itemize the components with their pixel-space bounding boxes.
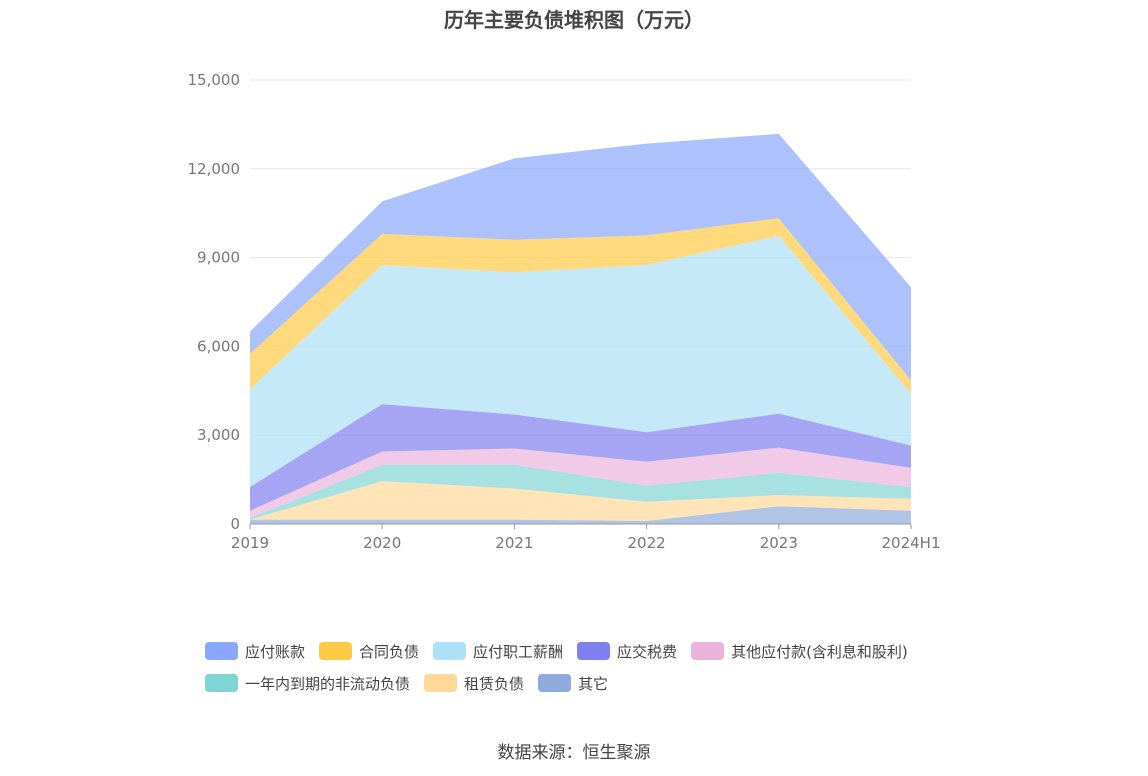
legend-row-2: 一年内到期的非流动负债 租赁负债 其它 [205,672,965,694]
legend-label: 其他应付款(含利息和股利) [731,642,908,661]
legend-swatch [205,642,238,660]
legend-row-1: 应付账款 合同负债 应付职工薪酬 应交税费 其他应付款(含利息和股利) [205,640,965,662]
x-tick-label: 2022 [628,534,666,552]
legend-item-lease-liabilities[interactable]: 租赁负债 [424,673,524,694]
area-series-应付账款[interactable] [250,133,911,381]
legend-item-current-noncurrent[interactable]: 一年内到期的非流动负债 [205,673,410,694]
stacked-area-chart: 0 3,000 6,000 9,000 12,000 15,000 2019 2020 2021… [188,71,941,552]
legend-swatch [433,642,467,660]
legend-swatch [691,642,725,660]
y-tick-label: 3,000 [197,426,240,444]
area-series-其他应付款(含利息和股利)[interactable] [250,447,911,519]
x-tick-label: 2023 [760,534,798,552]
area-series-应付职工薪酬[interactable] [250,236,911,487]
y-tick-label: 0 [230,515,240,533]
data-source: 数据来源：恒生聚源 [497,743,651,763]
area-series-租赁负债[interactable] [250,481,911,521]
area-series-应交税费[interactable] [250,404,911,511]
legend-label: 应付职工薪酬 [473,642,564,661]
legend-swatch [319,642,353,660]
legend-label: 租赁负债 [464,674,525,693]
legend-item-employee-payable[interactable]: 应付职工薪酬 [433,641,563,662]
legend-label: 一年内到期的非流动负债 [245,674,411,693]
x-tick-label: 2020 [363,534,401,552]
y-tick-label: 9,000 [197,249,240,267]
chart-title: 历年主要负债堆积图（万元） [444,8,704,32]
x-tick-label: 2021 [495,534,533,552]
legend-item-contract-liabilities[interactable]: 合同负债 [319,641,419,662]
legend-label: 其它 [578,674,609,693]
axes: 0 3,000 6,000 9,000 12,000 15,000 2019 2020 2021… [188,71,941,552]
legend-label: 合同负债 [359,642,420,661]
legend-label: 应交税费 [617,642,678,661]
y-tick-label: 12,000 [188,160,241,178]
y-tick-label: 15,000 [188,71,241,89]
legend-swatch [424,674,458,692]
area-series-一年内到期的非流动负债[interactable] [250,464,911,520]
legend-swatch [538,674,572,692]
legend-item-taxes-payable[interactable]: 应交税费 [577,641,677,662]
legend-label: 应付账款 [245,642,306,661]
legend: 应付账款 合同负债 应付职工薪酬 应交税费 其他应付款(含利息和股利) 一年内到… [205,640,965,704]
area-series-其它[interactable] [250,506,911,524]
area-series-合同负债[interactable] [250,218,911,394]
area-series [250,133,911,524]
legend-item-accounts-payable[interactable]: 应付账款 [205,641,305,662]
x-tick-label: 2019 [231,534,269,552]
x-tick-label: 2024H1 [882,534,941,552]
legend-swatch [205,674,238,692]
legend-item-other-payables[interactable]: 其他应付款(含利息和股利) [691,641,908,662]
y-tick-label: 6,000 [197,337,240,355]
legend-item-other[interactable]: 其它 [538,673,608,694]
legend-swatch [577,642,611,660]
